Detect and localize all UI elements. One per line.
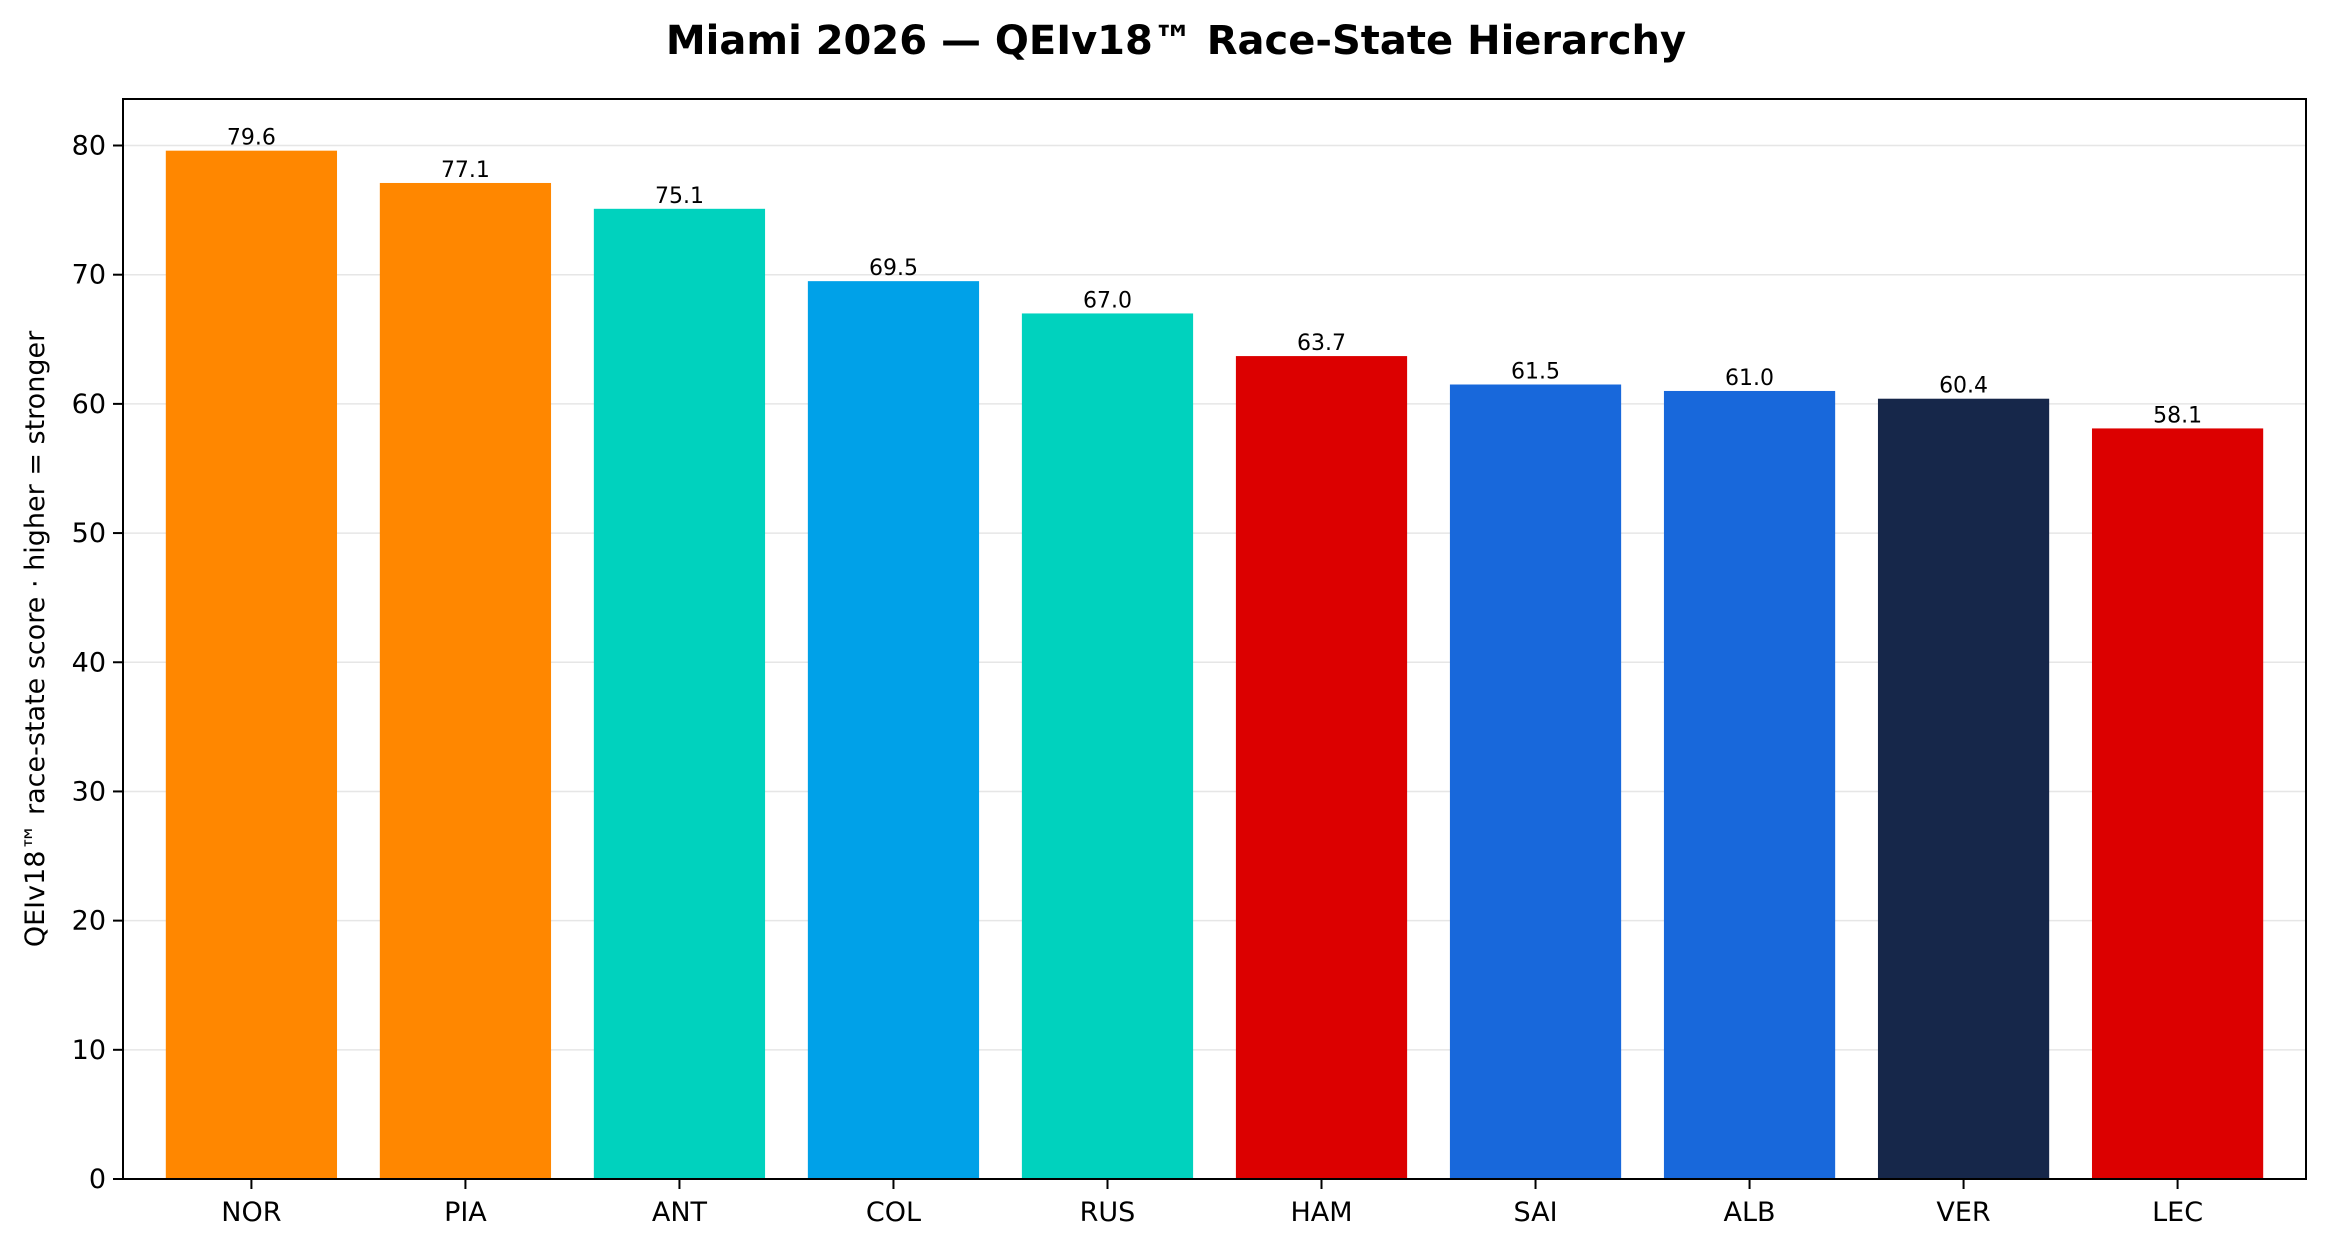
x-tick-label-sai: SAI bbox=[1513, 1197, 1557, 1228]
bar-ham bbox=[1235, 356, 1408, 1180]
value-label-rus: 67.0 bbox=[1083, 288, 1132, 313]
bar-alb bbox=[1663, 390, 1836, 1179]
y-tick-label: 60 bbox=[72, 389, 106, 420]
bar-pia bbox=[379, 182, 552, 1179]
bar-nor bbox=[165, 150, 338, 1179]
x-tick-label-alb: ALB bbox=[1724, 1197, 1776, 1228]
bar-ver bbox=[1877, 398, 2050, 1180]
y-axis-label: QEIv18™ race-state score · higher = stro… bbox=[20, 330, 51, 947]
y-tick-label: 10 bbox=[72, 1035, 106, 1066]
bar-sai bbox=[1449, 384, 1622, 1179]
value-label-pia: 77.1 bbox=[441, 158, 490, 183]
x-tick-label-ver: VER bbox=[1936, 1197, 1990, 1228]
x-axis-ticks: NOR PIA ANT COL RUS HAM SAI ALB VER LEC bbox=[221, 1179, 2203, 1228]
bar-col bbox=[807, 281, 980, 1180]
value-label-ver: 60.4 bbox=[1939, 374, 1988, 399]
y-tick-label: 30 bbox=[72, 776, 106, 807]
value-labels: 79.6 77.1 75.1 69.5 67.0 63.7 61.5 61.0 60.4 58.1 bbox=[227, 126, 2202, 429]
y-axis-ticks: 0 10 20 30 40 50 60 70 80 bbox=[72, 131, 123, 1195]
value-label-alb: 61.0 bbox=[1725, 366, 1774, 391]
bar-rus bbox=[1021, 313, 1194, 1179]
x-tick-label-ham: HAM bbox=[1290, 1197, 1352, 1228]
x-tick-label-col: COL bbox=[866, 1197, 921, 1228]
chart-title: Miami 2026 — QEIv18™ Race-State Hierarch… bbox=[666, 18, 1686, 64]
value-label-sai: 61.5 bbox=[1511, 360, 1560, 385]
x-tick-label-nor: NOR bbox=[221, 1197, 281, 1228]
x-tick-label-lec: LEC bbox=[2152, 1197, 2203, 1228]
y-tick-label: 0 bbox=[89, 1164, 106, 1195]
y-tick-label: 80 bbox=[72, 131, 106, 162]
x-tick-label-ant: ANT bbox=[652, 1197, 708, 1228]
bar-lec bbox=[2091, 428, 2264, 1179]
y-tick-label: 50 bbox=[72, 518, 106, 549]
bars bbox=[165, 150, 2264, 1180]
value-label-col: 69.5 bbox=[869, 256, 918, 281]
value-label-nor: 79.6 bbox=[227, 126, 276, 151]
y-tick-label: 70 bbox=[72, 260, 106, 291]
value-label-lec: 58.1 bbox=[2153, 403, 2202, 428]
bar-ant bbox=[593, 208, 766, 1180]
value-label-ant: 75.1 bbox=[655, 184, 704, 209]
x-tick-label-rus: RUS bbox=[1080, 1197, 1136, 1228]
x-tick-label-pia: PIA bbox=[444, 1197, 487, 1228]
y-tick-label: 20 bbox=[72, 906, 106, 937]
plot-frame bbox=[122, 98, 2307, 1180]
value-label-ham: 63.7 bbox=[1297, 331, 1346, 356]
y-tick-label: 40 bbox=[72, 647, 106, 678]
